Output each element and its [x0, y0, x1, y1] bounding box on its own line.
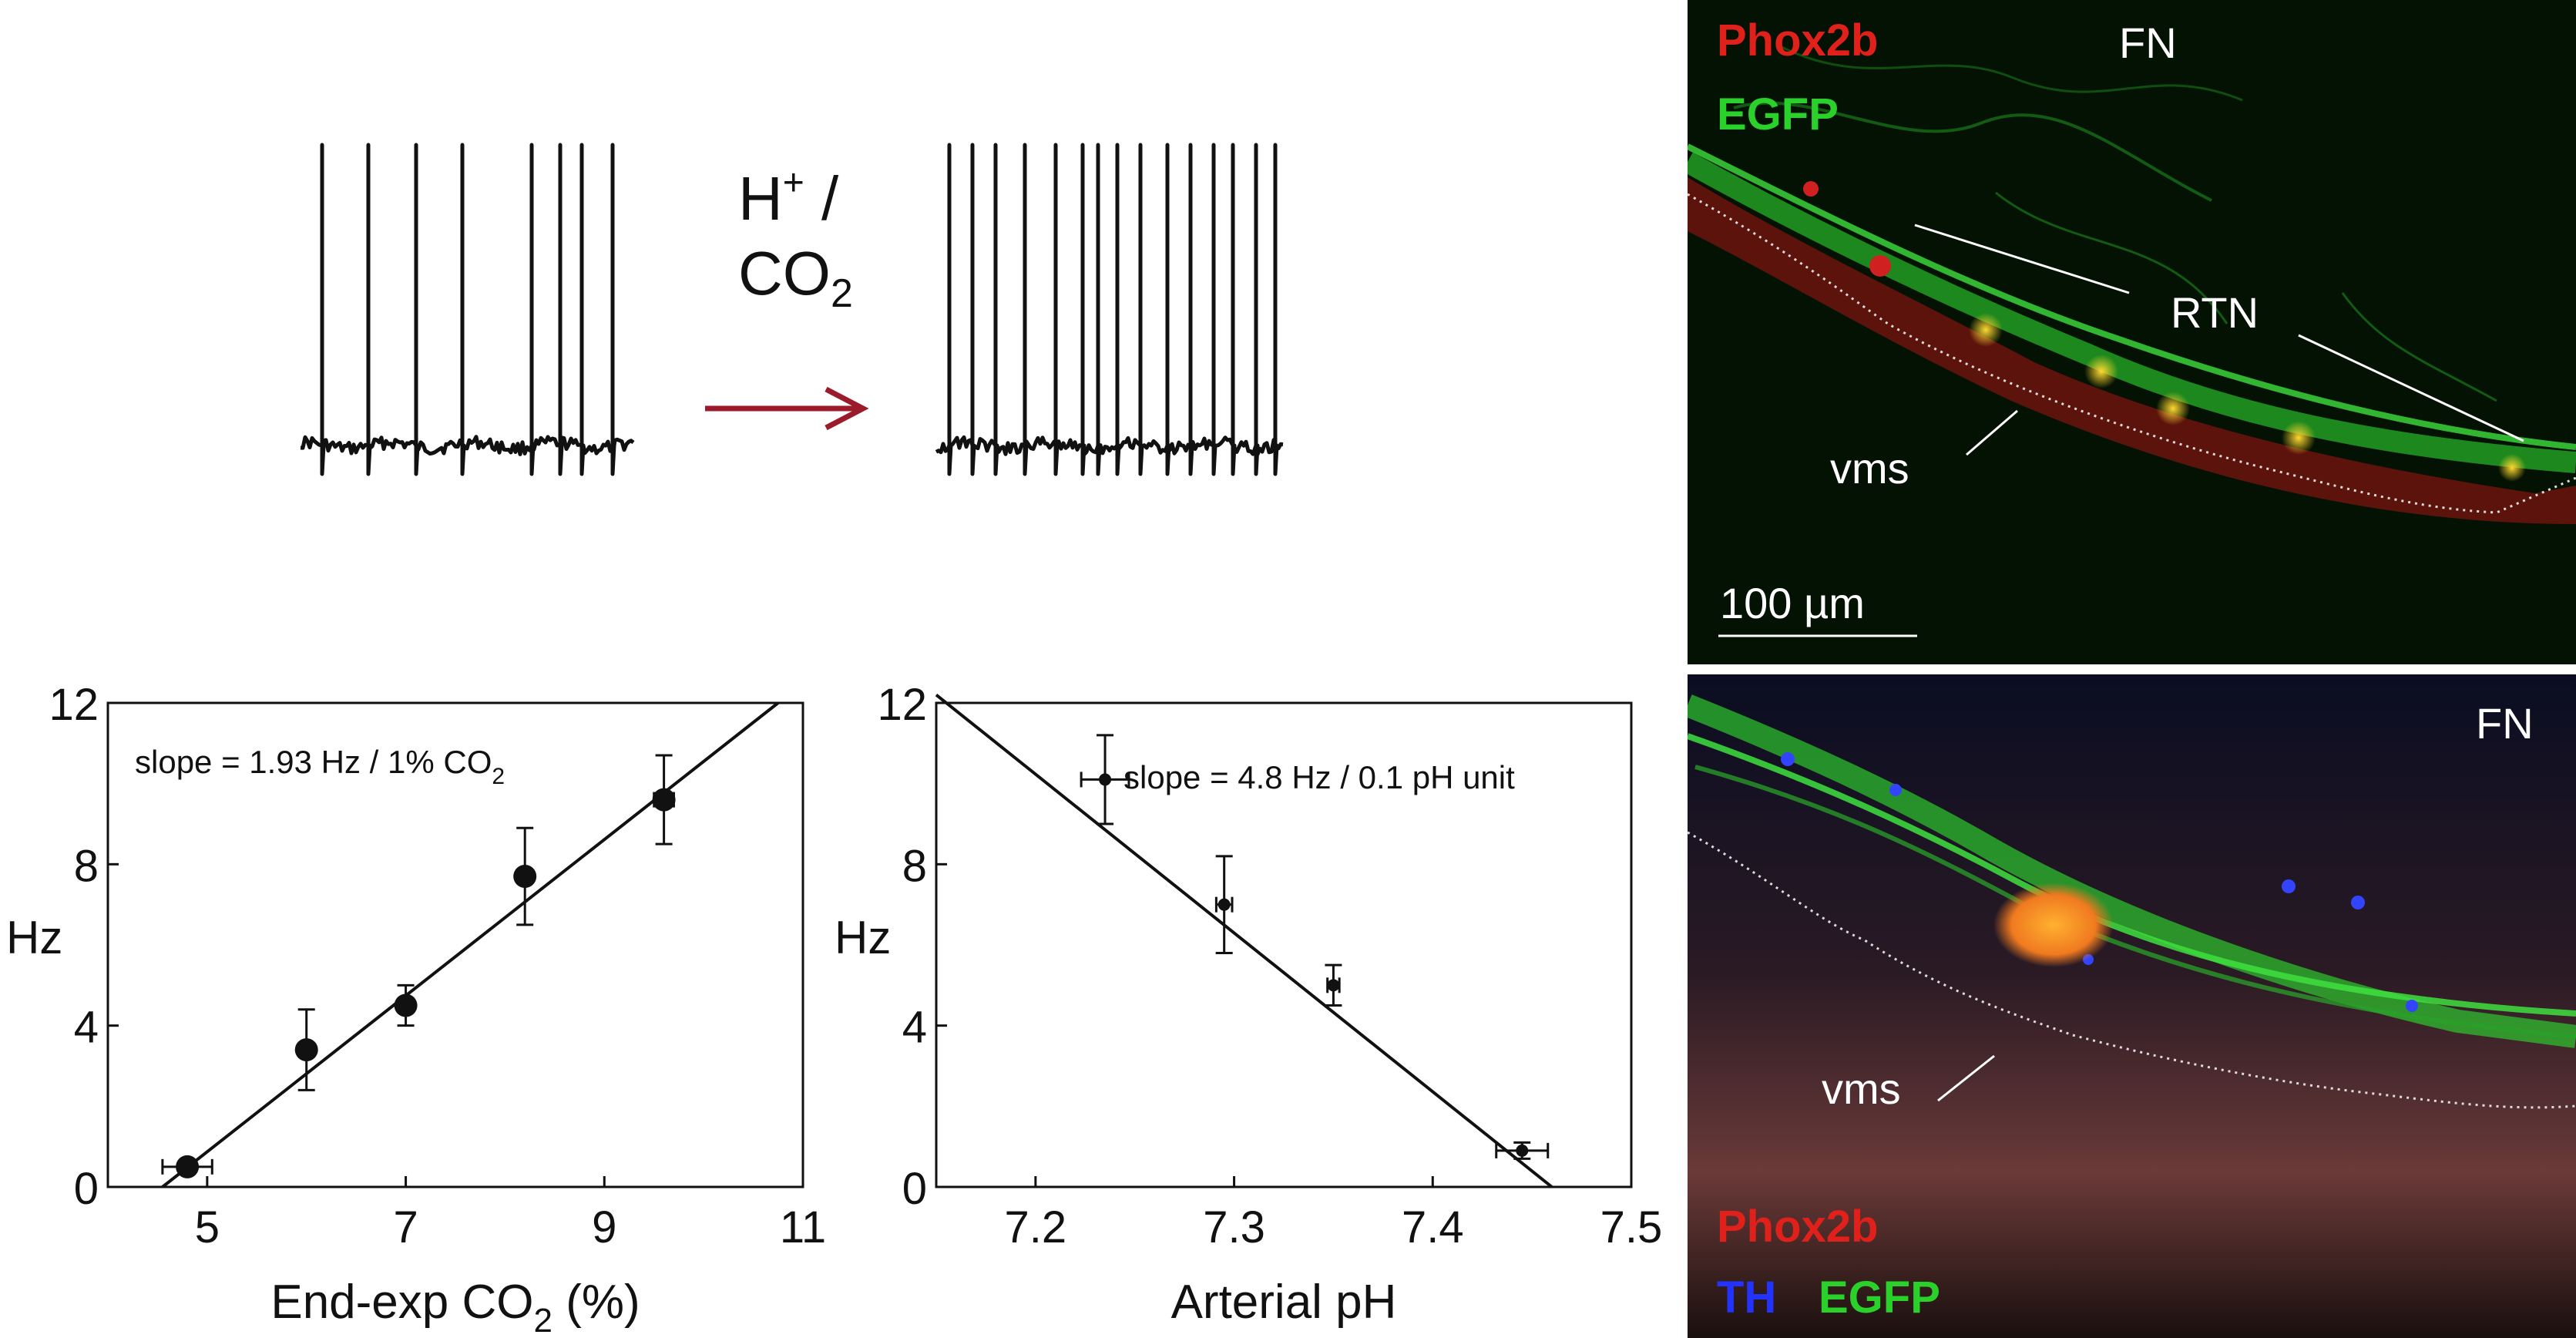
plot-co2: 5 7 9 11 0 4 8 12 slope = 1.93 Hz / 1% CO2 Hz E…	[6, 680, 826, 1338]
plot-ph-ylabel: Hz	[835, 912, 891, 963]
plot-co2-frame	[106, 701, 804, 1188]
plot-co2-annotation: slope = 1.93 Hz / 1% CO2	[135, 744, 505, 789]
xtick-label: 7.2	[1005, 1202, 1067, 1252]
ytick-label: 4	[902, 1003, 927, 1053]
data-point	[176, 1155, 200, 1178]
ytick-label: 12	[877, 680, 927, 730]
stimulus-arrow	[705, 386, 869, 431]
micrograph-top-image	[1688, 0, 2576, 664]
plot-ph-annotation: slope = 4.8 Hz / 0.1 pH unit	[1123, 759, 1515, 795]
label-vms-top: vms	[1830, 444, 1909, 493]
fit-line	[935, 693, 1553, 1188]
xtick-label: 9	[592, 1202, 616, 1252]
label-fn-top: FN	[2119, 18, 2177, 67]
label-fn-bottom: FN	[2476, 699, 2534, 748]
data-point	[1099, 773, 1112, 786]
data-point	[1516, 1144, 1529, 1157]
ytick-label: 0	[902, 1164, 927, 1214]
fit-line	[161, 701, 780, 1188]
data-point	[1217, 898, 1231, 911]
stimulus-label-line2: CO2	[738, 239, 853, 316]
figure-left: H+ / CO2 5 7 9 11 0 4 8 12 slope = 1.93 Hz / 1%…	[6, 143, 1662, 1338]
plot-ph-frame	[935, 701, 1633, 1188]
xtick-label: 11	[780, 1202, 826, 1252]
scale-bar-label: 100 µm	[1720, 579, 1865, 627]
xtick-label: 7.5	[1600, 1202, 1663, 1252]
label-phox2b-bottom: Phox2b	[1717, 1202, 1879, 1252]
plot-ph-xlabel: Arterial pH	[1171, 1276, 1397, 1329]
ytick-label: 8	[902, 841, 927, 891]
xtick-label: 7.4	[1402, 1202, 1464, 1252]
xtick-label: 7.3	[1203, 1202, 1265, 1252]
micrograph-bottom-image	[1688, 674, 2576, 1338]
data-point	[294, 1038, 318, 1062]
label-phox2b-top: Phox2b	[1717, 15, 1879, 66]
label-egfp-top: EGFP	[1717, 89, 1839, 140]
data-point	[652, 788, 676, 812]
trace-stimulated	[935, 143, 1284, 476]
plot-co2-ylabel: Hz	[6, 912, 62, 963]
ytick-label: 0	[74, 1164, 99, 1214]
micrograph-top: Phox2b EGFP FN RTN vms 100 µm	[1688, 0, 2576, 664]
label-vms-bottom: vms	[1822, 1064, 1901, 1113]
xtick-label: 7	[393, 1202, 418, 1252]
label-rtn: RTN	[2171, 288, 2259, 337]
ytick-label: 4	[74, 1003, 99, 1053]
data-point	[394, 993, 418, 1017]
ytick-label: 8	[74, 841, 99, 891]
ytick-label: 12	[49, 680, 99, 730]
stimulus-label-line1: H+ /	[738, 163, 839, 233]
xtick-label: 5	[195, 1202, 220, 1252]
label-th: TH	[1717, 1272, 1777, 1323]
plot-ph: 7.2 7.3 7.4 7.5 0 4 8 12 slope = 4.8 Hz / 0.1 p…	[835, 680, 1662, 1329]
trace-baseline	[300, 143, 635, 476]
label-egfp-bottom: EGFP	[1819, 1272, 1940, 1323]
plot-co2-xlabel: End-exp CO2 (%)	[270, 1276, 640, 1338]
micrograph-bottom: FN vms Phox2b TH EGFP	[1688, 674, 2576, 1338]
data-point	[1327, 979, 1340, 992]
data-point	[513, 865, 537, 889]
